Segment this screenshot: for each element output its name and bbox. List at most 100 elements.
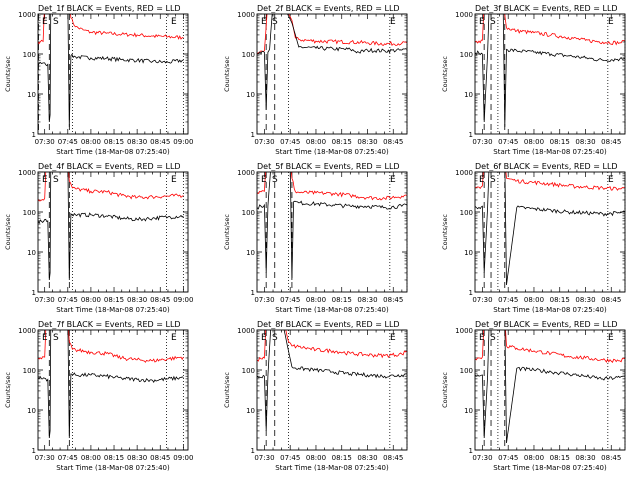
marker-e-label-left: E	[479, 333, 485, 343]
chart-title: Det_8f BLACK = Events, RED = LLD	[257, 320, 400, 329]
series-line-events	[475, 172, 625, 286]
x-tick-label: 08:45	[601, 138, 621, 146]
y-axis-label: Counts/sec	[4, 372, 12, 408]
x-tick-label: 08:15	[332, 138, 352, 146]
x-tick-label: 07:45	[498, 296, 518, 304]
y-tick-label: 1	[32, 131, 36, 139]
x-tick-label: 08:15	[104, 138, 124, 146]
x-tick-label: 09:00	[173, 138, 193, 146]
x-tick-label: 07:30	[254, 296, 274, 304]
y-tick-label: 1	[32, 289, 36, 297]
x-tick-label: 07:30	[35, 454, 55, 462]
x-tick-label: 08:15	[104, 454, 124, 462]
x-tick-label: 08:30	[357, 138, 377, 146]
y-tick-label: 100	[460, 51, 473, 59]
chart-title: Det_5f BLACK = Events, RED = LLD	[257, 162, 400, 171]
chart-title: Det_2f BLACK = Events, RED = LLD	[257, 4, 400, 13]
marker-e-label-right: E	[171, 175, 177, 185]
y-tick-label: 100	[242, 209, 255, 217]
series-group	[257, 14, 407, 110]
x-tick-label: 08:00	[81, 138, 101, 146]
y-tick-label: 1000	[455, 327, 473, 335]
x-tick-label: 08:30	[575, 454, 595, 462]
marker-e-label-right: E	[390, 175, 396, 185]
y-axis-label: Counts/sec	[441, 214, 449, 250]
marker-e-label-left: E	[261, 333, 267, 343]
y-tick-label: 1000	[237, 327, 255, 335]
y-tick-label: 1	[469, 447, 473, 455]
series-line-events	[475, 14, 625, 128]
x-tick-label: 07:45	[58, 296, 78, 304]
series-group	[475, 330, 625, 444]
y-tick-label: 100	[460, 367, 473, 375]
y-tick-label: 1000	[18, 327, 36, 335]
marker-e-label-right: E	[171, 333, 177, 343]
x-tick-label: 09:00	[173, 296, 193, 304]
x-axis-label: Start Time (18-Mar-08 07:25:40)	[493, 306, 607, 314]
series-line-events	[475, 330, 625, 444]
x-tick-label: 08:15	[550, 454, 570, 462]
plot-frame	[256, 329, 408, 451]
marker-e-label-left: E	[479, 175, 485, 185]
x-axis-label: Start Time (18-Mar-08 07:25:40)	[493, 464, 607, 472]
marker-e-label-right: E	[390, 333, 396, 343]
detector-panel-Det_5f: Det_5f BLACK = Events, RED = LLD Counts/s…	[223, 162, 408, 314]
y-tick-label: 100	[23, 367, 36, 375]
marker-s-label: S	[53, 175, 59, 185]
y-tick-label: 10	[27, 407, 36, 415]
plot-frame	[474, 171, 626, 293]
x-tick-label: 08:00	[524, 454, 544, 462]
x-tick-label: 07:45	[498, 454, 518, 462]
x-tick-label: 08:45	[383, 138, 403, 146]
detector-panel-Det_2f: Det_2f BLACK = Events, RED = LLD Counts/s…	[223, 4, 408, 156]
detector-panel-Det_8f: Det_8f BLACK = Events, RED = LLD Counts/s…	[223, 320, 408, 472]
y-tick-label: 100	[23, 51, 36, 59]
y-axis-label: Counts/sec	[223, 372, 231, 408]
series-line-events	[38, 14, 184, 128]
y-tick-label: 1	[469, 289, 473, 297]
detector-panel-Det_3f: Det_3f BLACK = Events, RED = LLD Counts/s…	[441, 4, 626, 156]
y-tick-label: 1000	[18, 169, 36, 177]
x-tick-label: 08:45	[150, 296, 170, 304]
y-tick-label: 10	[246, 407, 255, 415]
detector-panel-Det_6f: Det_6f BLACK = Events, RED = LLD Counts/s…	[441, 162, 626, 314]
x-tick-label: 08:00	[81, 296, 101, 304]
chart-title: Det_9f BLACK = Events, RED = LLD	[475, 320, 618, 329]
series-group	[38, 172, 184, 281]
y-axis-label: Counts/sec	[441, 56, 449, 92]
x-axis-label: Start Time (18-Mar-08 07:25:40)	[275, 148, 389, 156]
x-tick-label: 08:45	[150, 138, 170, 146]
x-tick-label: 08:00	[306, 138, 326, 146]
x-tick-label: 08:30	[127, 296, 147, 304]
x-tick-label: 07:45	[58, 138, 78, 146]
detector-panel-Det_7f: Det_7f BLACK = Events, RED = LLD Counts/s…	[4, 320, 193, 472]
x-tick-label: 08:15	[104, 296, 124, 304]
x-tick-label: 08:30	[127, 138, 147, 146]
marker-s-label: S	[53, 17, 59, 27]
series-group	[38, 14, 184, 128]
x-tick-label: 08:00	[306, 454, 326, 462]
series-line-events	[257, 14, 407, 110]
y-axis-label: Counts/sec	[223, 56, 231, 92]
series-line-lld	[257, 172, 407, 201]
marker-s-label: S	[490, 17, 496, 27]
x-tick-label: 08:30	[575, 296, 595, 304]
y-tick-label: 1	[469, 131, 473, 139]
y-tick-label: 1000	[237, 11, 255, 19]
x-tick-label: 08:15	[332, 296, 352, 304]
marker-e-label-right: E	[608, 333, 614, 343]
x-tick-label: 08:15	[550, 296, 570, 304]
series-line-lld	[38, 330, 184, 363]
x-tick-label: 08:00	[524, 296, 544, 304]
plot-frame	[37, 171, 189, 293]
marker-s-label: S	[53, 333, 59, 343]
marker-s-label: S	[272, 175, 278, 185]
y-axis-label: Counts/sec	[223, 214, 231, 250]
x-tick-label: 07:30	[472, 296, 492, 304]
series-group	[475, 14, 625, 128]
x-tick-label: 08:00	[524, 138, 544, 146]
x-axis-label: Start Time (18-Mar-08 07:25:40)	[56, 464, 170, 472]
x-tick-label: 08:30	[357, 296, 377, 304]
x-tick-label: 07:45	[58, 454, 78, 462]
marker-e-label-left: E	[261, 17, 267, 27]
